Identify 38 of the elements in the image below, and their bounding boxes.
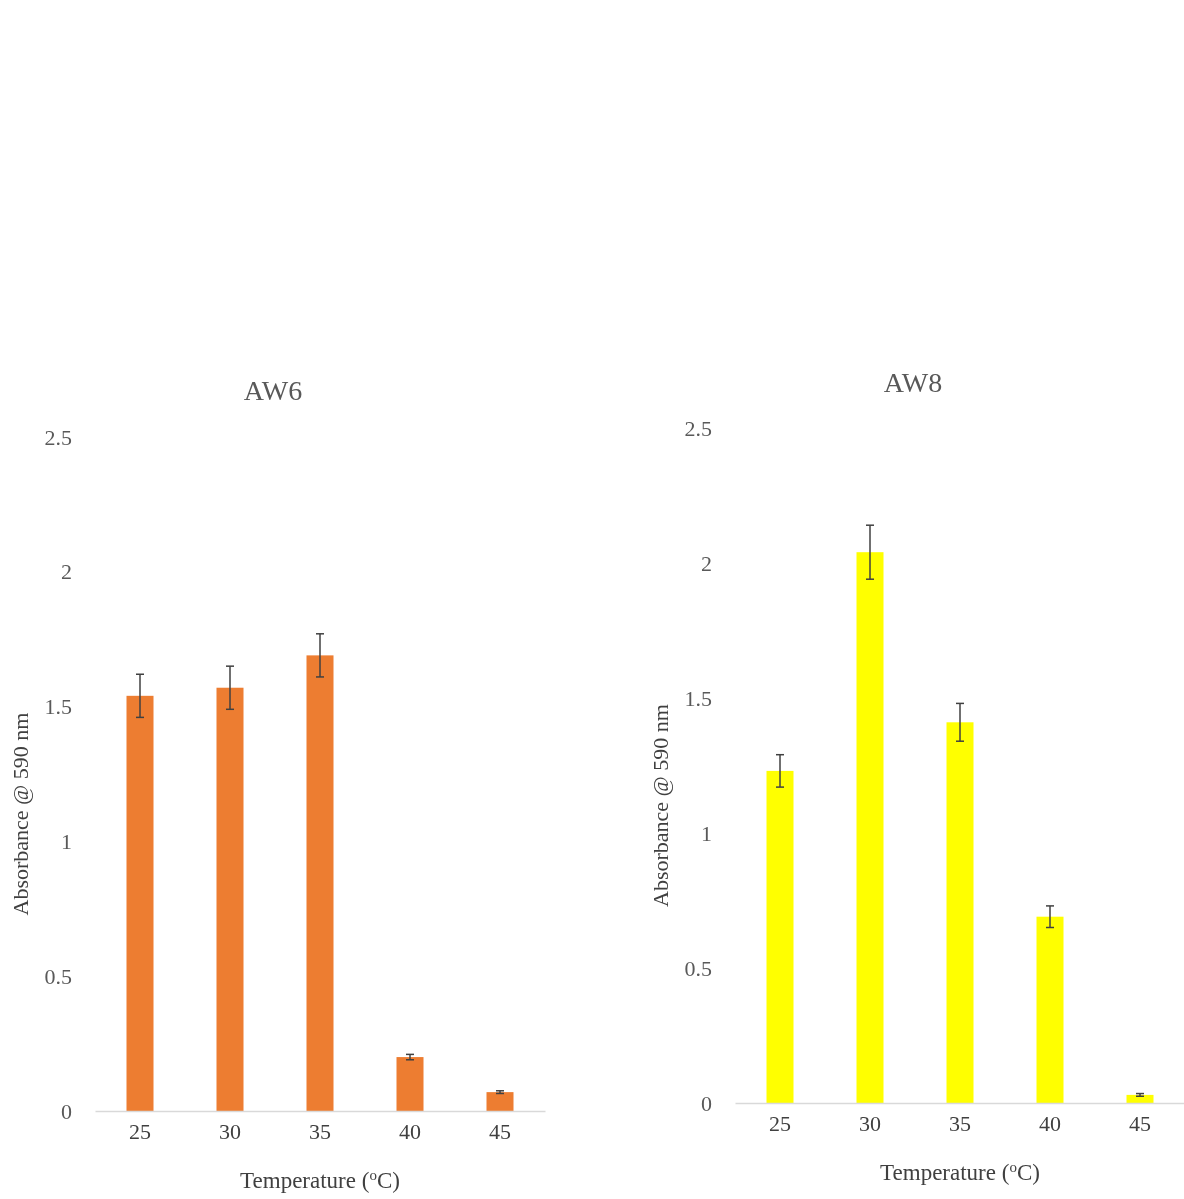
y-tick-label: 2 <box>701 550 712 576</box>
bar <box>766 770 794 1103</box>
y-tick-label: 0.5 <box>44 963 72 989</box>
y-tick-label: 2 <box>61 559 72 585</box>
y-tick-label: 1.5 <box>684 685 712 711</box>
y-tick-label: 2.5 <box>44 424 72 450</box>
x-tick-label: 25 <box>769 1110 791 1136</box>
y-tick-label: 0 <box>701 1090 712 1116</box>
bar <box>856 552 884 1103</box>
y-tick-label: 1 <box>701 820 712 846</box>
x-tick-label: 35 <box>309 1118 331 1144</box>
y-tick-label: 2.5 <box>684 415 712 441</box>
bar <box>306 655 334 1111</box>
x-tick-label: 40 <box>399 1118 421 1144</box>
x-tick-label: 35 <box>949 1110 971 1136</box>
x-axis-title: Temperature ($^{o}$C) <box>880 1159 1040 1185</box>
x-tick-label: 45 <box>489 1118 511 1144</box>
x-tick-label: 45 <box>1129 1110 1151 1136</box>
y-tick-label: 0.5 <box>684 955 712 981</box>
x-axis-title: Temperature ($^{o}$C) <box>240 1167 400 1193</box>
chart-title: AW6 <box>243 375 303 406</box>
x-tick-label: 30 <box>219 1118 241 1144</box>
y-tick-label: 0 <box>61 1098 72 1124</box>
y-axis-title: Absorbance @ 590 nm <box>648 704 673 907</box>
bar <box>946 722 974 1103</box>
chart-title: AW8 <box>883 367 943 398</box>
x-tick-label: 25 <box>129 1118 151 1144</box>
y-tick-label: 1 <box>61 828 72 854</box>
bar <box>1036 916 1064 1103</box>
bar <box>1126 1094 1154 1103</box>
x-tick-label: 40 <box>1039 1110 1061 1136</box>
bar <box>216 687 244 1111</box>
bar <box>396 1057 424 1111</box>
x-tick-label: 30 <box>859 1110 881 1136</box>
y-axis-title: Absorbance @ 590 nm <box>8 712 33 916</box>
bar <box>126 695 154 1111</box>
bar <box>486 1092 514 1111</box>
y-tick-label: 1.5 <box>44 694 72 720</box>
